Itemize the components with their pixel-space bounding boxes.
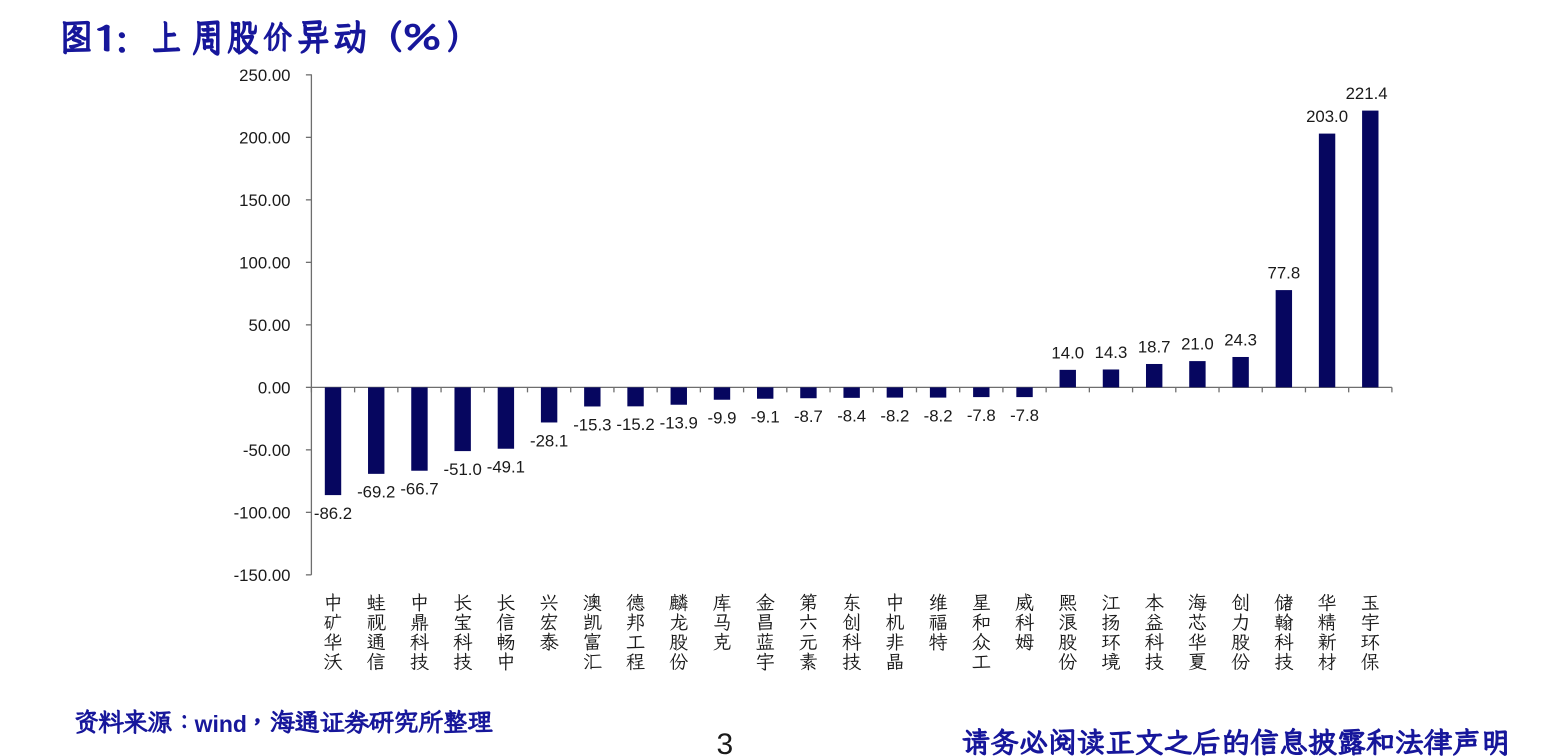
svg-text:77.8: 77.8 [1268, 264, 1301, 283]
svg-text:50.00: 50.00 [249, 316, 291, 335]
svg-text:-8.2: -8.2 [924, 406, 953, 425]
svg-text:203.0: 203.0 [1306, 107, 1348, 126]
svg-text:-9.9: -9.9 [708, 409, 737, 428]
svg-text:100.00: 100.00 [239, 253, 290, 272]
svg-text:21.0: 21.0 [1181, 335, 1214, 354]
svg-text:24.3: 24.3 [1224, 330, 1257, 349]
svg-text:-28.1: -28.1 [530, 431, 568, 450]
svg-text:wind: wind [194, 711, 247, 737]
svg-text:150.00: 150.00 [239, 191, 290, 210]
svg-text:0.00: 0.00 [258, 378, 291, 397]
svg-text:-51.0: -51.0 [444, 460, 482, 479]
svg-text:-7.8: -7.8 [967, 406, 996, 425]
svg-text:-7.8: -7.8 [1010, 406, 1039, 425]
svg-text:-8.7: -8.7 [794, 407, 823, 426]
svg-text:14.3: 14.3 [1095, 343, 1128, 362]
svg-text:14.0: 14.0 [1051, 343, 1084, 362]
svg-text:3: 3 [716, 728, 733, 756]
svg-text:200.00: 200.00 [239, 128, 290, 147]
svg-text:250.00: 250.00 [239, 66, 290, 85]
svg-text:-49.1: -49.1 [487, 458, 525, 477]
svg-text:-13.9: -13.9 [660, 414, 698, 433]
svg-text:-69.2: -69.2 [357, 483, 395, 502]
svg-text:-100.00: -100.00 [234, 503, 291, 522]
svg-text:-50.00: -50.00 [243, 441, 291, 460]
svg-text:221.4: 221.4 [1346, 84, 1388, 103]
svg-text:-150.00: -150.00 [234, 566, 291, 585]
svg-text:-66.7: -66.7 [400, 480, 438, 499]
svg-text:18.7: 18.7 [1138, 337, 1171, 356]
svg-text:-9.1: -9.1 [751, 408, 780, 427]
svg-text:-86.2: -86.2 [314, 504, 352, 523]
svg-text:-8.4: -8.4 [837, 407, 866, 426]
svg-text:-8.2: -8.2 [880, 406, 909, 425]
svg-text:-15.3: -15.3 [573, 415, 611, 434]
svg-text:-15.2: -15.2 [616, 415, 654, 434]
